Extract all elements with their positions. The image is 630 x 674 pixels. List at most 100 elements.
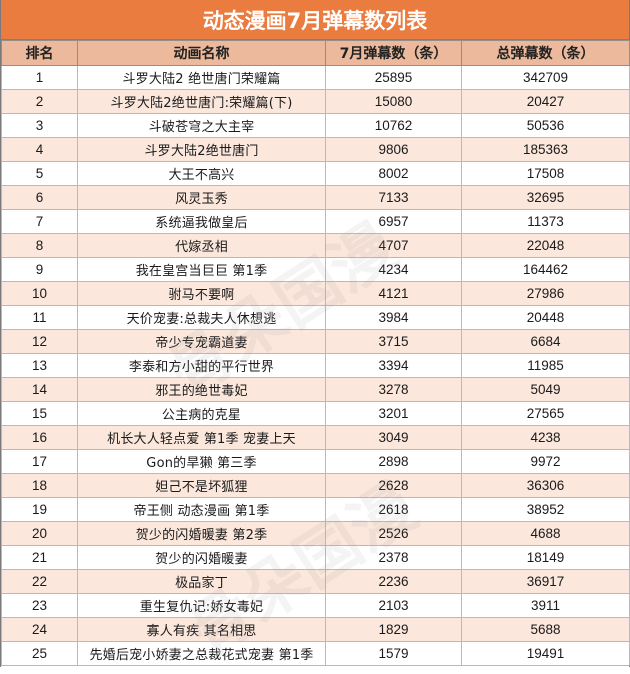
total-danmaku-cell: 11985 (461, 353, 630, 378)
table-row: 9 我在皇宫当巨巨 第1季 4234 164462 (1, 257, 630, 282)
anime-name-cell: 李泰和方小甜的平行世界 (77, 353, 326, 378)
table-row: 3 斗破苍穹之大主宰 10762 50536 (1, 113, 630, 138)
total-danmaku-cell: 27565 (461, 401, 630, 426)
table-row: 8 代嫁丞相 4707 22048 (1, 233, 630, 258)
table-row: 7 系统逼我做皇后 6957 11373 (1, 209, 630, 234)
rank-cell: 15 (1, 401, 78, 426)
rank-cell: 21 (1, 545, 78, 570)
table-body: 1 斗罗大陆2 绝世唐门荣耀篇 25895 342709 2 斗罗大陆2绝世唐门:荣耀篇(… (1, 65, 630, 666)
anime-name-cell: 帝少专宠霸道妻 (77, 329, 326, 354)
table-row: 10 驸马不要啊 4121 27986 (1, 281, 630, 306)
july-danmaku-cell: 2628 (325, 473, 462, 498)
july-danmaku-cell: 4707 (325, 233, 462, 258)
total-danmaku-cell: 4688 (461, 521, 630, 546)
anime-name-cell: 寡人有疾 其名相思 (77, 617, 326, 642)
table-row: 17 Gon的旱獭 第三季 2898 9972 (1, 449, 630, 474)
total-danmaku-cell: 17508 (461, 161, 630, 186)
total-danmaku-cell: 6684 (461, 329, 630, 354)
table-row: 1 斗罗大陆2 绝世唐门荣耀篇 25895 342709 (1, 65, 630, 90)
total-danmaku-cell: 50536 (461, 113, 630, 138)
header-rank: 排名 (1, 40, 78, 66)
anime-name-cell: 天价宠妻:总裁夫人休想逃 (77, 305, 326, 330)
table-row: 25 先婚后宠小娇妻之总裁花式宠妻 第1季 1579 19491 (1, 641, 630, 666)
table-row: 12 帝少专宠霸道妻 3715 6684 (1, 329, 630, 354)
total-danmaku-cell: 342709 (461, 65, 630, 90)
anime-name-cell: 帝王侧 动态漫画 第1季 (77, 497, 326, 522)
anime-name-cell: 邪王的绝世毒妃 (77, 377, 326, 402)
july-danmaku-cell: 4234 (325, 257, 462, 282)
july-danmaku-cell: 6957 (325, 209, 462, 234)
table-row: 15 公主病的克星 3201 27565 (1, 401, 630, 426)
anime-name-cell: 贺少的闪婚暖妻 (77, 545, 326, 570)
rank-cell: 13 (1, 353, 78, 378)
rank-cell: 19 (1, 497, 78, 522)
rank-cell: 3 (1, 113, 78, 138)
table-row: 16 机长大人轻点爱 第1季 宠妻上天 3049 4238 (1, 425, 630, 450)
table-row: 18 妲己不是坏狐狸 2628 36306 (1, 473, 630, 498)
table-row: 6 风灵玉秀 7133 32695 (1, 185, 630, 210)
anime-name-cell: 系统逼我做皇后 (77, 209, 326, 234)
total-danmaku-cell: 164462 (461, 257, 630, 282)
total-danmaku-cell: 185363 (461, 137, 630, 162)
rank-cell: 5 (1, 161, 78, 186)
anime-name-cell: 公主病的克星 (77, 401, 326, 426)
anime-name-cell: 贺少的闪婚暖妻 第2季 (77, 521, 326, 546)
rank-cell: 9 (1, 257, 78, 282)
table-row: 22 极品家丁 2236 36917 (1, 569, 630, 594)
anime-name-cell: 斗罗大陆2绝世唐门 (77, 137, 326, 162)
total-danmaku-cell: 22048 (461, 233, 630, 258)
anime-name-cell: 机长大人轻点爱 第1季 宠妻上天 (77, 425, 326, 450)
rank-cell: 18 (1, 473, 78, 498)
july-danmaku-cell: 7133 (325, 185, 462, 210)
header-name: 动画名称 (77, 40, 326, 66)
total-danmaku-cell: 19491 (461, 641, 630, 666)
rank-cell: 16 (1, 425, 78, 450)
table-row: 2 斗罗大陆2绝世唐门:荣耀篇(下) 15080 20427 (1, 89, 630, 114)
header-row: 排名 动画名称 7月弹幕数（条） 总弹幕数（条） (1, 40, 630, 66)
total-danmaku-cell: 4238 (461, 425, 630, 450)
rank-cell: 11 (1, 305, 78, 330)
anime-name-cell: 极品家丁 (77, 569, 326, 594)
table-row: 23 重生复仇记:娇女毒妃 2103 3911 (1, 593, 630, 618)
anime-name-cell: Gon的旱獭 第三季 (77, 449, 326, 474)
rank-cell: 2 (1, 89, 78, 114)
july-danmaku-cell: 3715 (325, 329, 462, 354)
rank-cell: 23 (1, 593, 78, 618)
anime-name-cell: 先婚后宠小娇妻之总裁花式宠妻 第1季 (77, 641, 326, 666)
rank-cell: 17 (1, 449, 78, 474)
anime-name-cell: 斗罗大陆2 绝世唐门荣耀篇 (77, 65, 326, 90)
rank-cell: 4 (1, 137, 78, 162)
rank-cell: 20 (1, 521, 78, 546)
anime-name-cell: 代嫁丞相 (77, 233, 326, 258)
total-danmaku-cell: 11373 (461, 209, 630, 234)
rank-cell: 8 (1, 233, 78, 258)
table-row: 11 天价宠妻:总裁夫人休想逃 3984 20448 (1, 305, 630, 330)
header-total-danmaku: 总弹幕数（条） (461, 40, 630, 66)
rank-cell: 7 (1, 209, 78, 234)
july-danmaku-cell: 8002 (325, 161, 462, 186)
anime-name-cell: 我在皇宫当巨巨 第1季 (77, 257, 326, 282)
header-july-danmaku: 7月弹幕数（条） (325, 40, 462, 66)
table-row: 14 邪王的绝世毒妃 3278 5049 (1, 377, 630, 402)
july-danmaku-cell: 2103 (325, 593, 462, 618)
july-danmaku-cell: 1579 (325, 641, 462, 666)
total-danmaku-cell: 27986 (461, 281, 630, 306)
july-danmaku-cell: 1829 (325, 617, 462, 642)
anime-name-cell: 风灵玉秀 (77, 185, 326, 210)
july-danmaku-cell: 2378 (325, 545, 462, 570)
table-row: 5 大王不高兴 8002 17508 (1, 161, 630, 186)
july-danmaku-cell: 3278 (325, 377, 462, 402)
july-danmaku-cell: 3049 (325, 425, 462, 450)
total-danmaku-cell: 9972 (461, 449, 630, 474)
table-row: 24 寡人有疾 其名相思 1829 5688 (1, 617, 630, 642)
table-row: 20 贺少的闪婚暖妻 第2季 2526 4688 (1, 521, 630, 546)
rank-cell: 12 (1, 329, 78, 354)
rank-cell: 6 (1, 185, 78, 210)
table-row: 21 贺少的闪婚暖妻 2378 18149 (1, 545, 630, 570)
total-danmaku-cell: 38952 (461, 497, 630, 522)
anime-name-cell: 妲己不是坏狐狸 (77, 473, 326, 498)
total-danmaku-cell: 5049 (461, 377, 630, 402)
rank-cell: 10 (1, 281, 78, 306)
july-danmaku-cell: 3984 (325, 305, 462, 330)
